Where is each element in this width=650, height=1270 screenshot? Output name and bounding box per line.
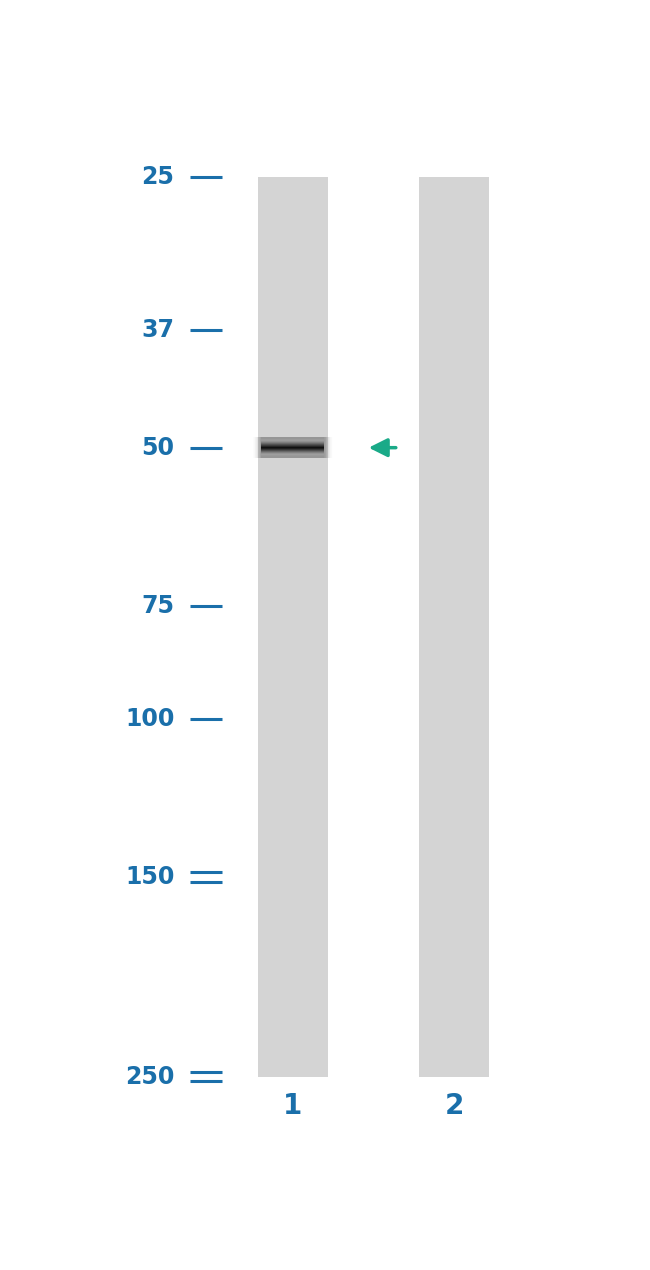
Bar	[260, 437, 326, 458]
Text: 100: 100	[125, 706, 174, 730]
Bar	[419, 177, 489, 1077]
Bar	[257, 437, 328, 458]
Text: 25: 25	[142, 165, 174, 189]
Bar	[255, 437, 331, 458]
Text: 75: 75	[142, 594, 174, 618]
Text: 2: 2	[445, 1092, 463, 1120]
Text: 37: 37	[142, 318, 174, 342]
Bar	[255, 437, 330, 458]
Bar	[254, 437, 332, 458]
Bar	[261, 437, 324, 458]
Bar	[253, 437, 333, 458]
Bar	[258, 437, 328, 458]
Bar	[259, 437, 327, 458]
Bar	[257, 437, 329, 458]
Bar	[259, 437, 326, 458]
Bar	[261, 437, 325, 458]
Text: 50: 50	[142, 436, 174, 460]
Bar	[256, 437, 330, 458]
Text: 150: 150	[125, 865, 174, 889]
Bar	[257, 437, 328, 458]
Text: 1: 1	[283, 1092, 302, 1120]
Bar	[254, 437, 332, 458]
Text: 250: 250	[125, 1064, 174, 1088]
Bar	[257, 177, 328, 1077]
